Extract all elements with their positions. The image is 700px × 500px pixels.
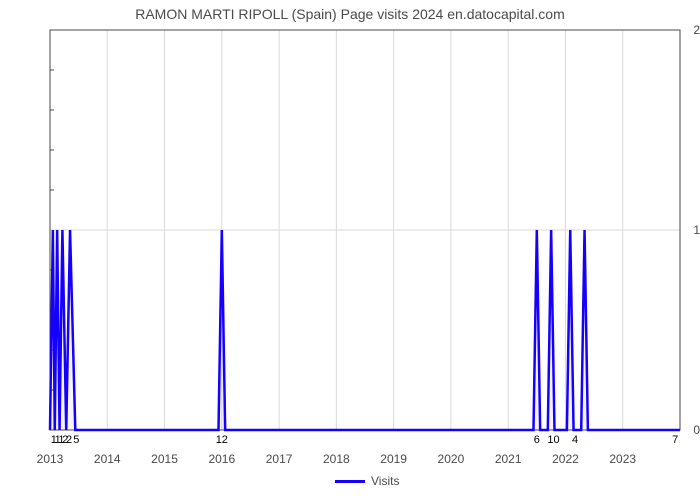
chart-title: RAMON MARTI RIPOLL (Spain) Page visits 2… bbox=[0, 6, 700, 22]
value-label: 6 bbox=[534, 434, 540, 446]
y-tick-label: 0 bbox=[658, 423, 700, 437]
chart-container: RAMON MARTI RIPOLL (Spain) Page visits 2… bbox=[0, 0, 700, 500]
x-tick-label: 2013 bbox=[37, 452, 64, 466]
x-tick-label: 2016 bbox=[208, 452, 235, 466]
value-label: 7 bbox=[672, 434, 678, 446]
x-tick-label: 2020 bbox=[438, 452, 465, 466]
legend-label: Visits bbox=[371, 474, 399, 488]
x-tick-label: 2017 bbox=[266, 452, 293, 466]
x-tick-label: 2019 bbox=[380, 452, 407, 466]
x-tick-label: 2023 bbox=[609, 452, 636, 466]
plot-area bbox=[50, 30, 680, 430]
value-label: 12 bbox=[216, 434, 228, 446]
plot-svg bbox=[50, 30, 680, 430]
x-tick-label: 2021 bbox=[495, 452, 522, 466]
legend-swatch bbox=[335, 480, 365, 483]
x-tick-label: 2014 bbox=[94, 452, 121, 466]
x-tick-label: 2018 bbox=[323, 452, 350, 466]
value-label: 2 bbox=[66, 434, 72, 446]
x-tick-label: 2022 bbox=[552, 452, 579, 466]
y-tick-label: 1 bbox=[658, 223, 700, 237]
y-tick-label: 2 bbox=[658, 23, 700, 37]
value-label: 4 bbox=[572, 434, 578, 446]
legend: Visits bbox=[335, 474, 399, 488]
x-tick-label: 2015 bbox=[151, 452, 178, 466]
value-label: 10 bbox=[547, 434, 559, 446]
value-label: 5 bbox=[73, 434, 79, 446]
